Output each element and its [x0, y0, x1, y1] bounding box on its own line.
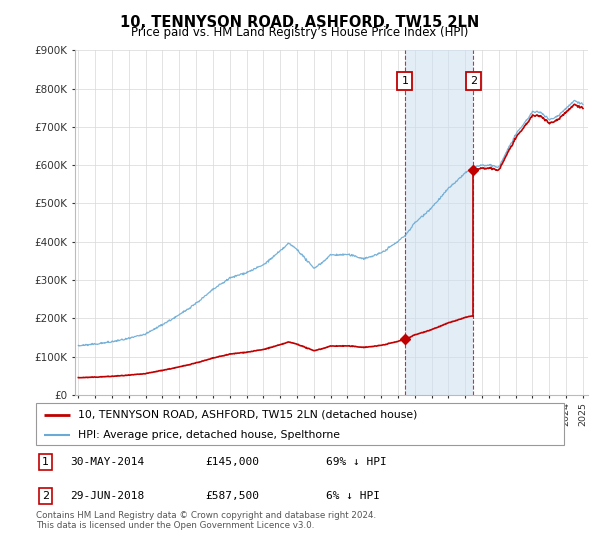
Text: 6% ↓ HPI: 6% ↓ HPI [326, 491, 380, 501]
Text: HPI: Average price, detached house, Spelthorne: HPI: Average price, detached house, Spel… [78, 430, 340, 440]
Text: 30-MAY-2014: 30-MAY-2014 [70, 457, 145, 467]
Text: 29-JUN-2018: 29-JUN-2018 [70, 491, 145, 501]
Bar [405, 50, 473, 395]
Text: 2: 2 [470, 76, 477, 86]
Text: £587,500: £587,500 [205, 491, 259, 501]
Text: 10, TENNYSON ROAD, ASHFORD, TW15 2LN: 10, TENNYSON ROAD, ASHFORD, TW15 2LN [121, 15, 479, 30]
Text: 1: 1 [401, 76, 409, 86]
Text: £145,000: £145,000 [205, 457, 259, 467]
Text: 2: 2 [42, 491, 49, 501]
Text: 1: 1 [42, 457, 49, 467]
Text: 69% ↓ HPI: 69% ↓ HPI [326, 457, 387, 467]
Text: Contains HM Land Registry data © Crown copyright and database right 2024.
This d: Contains HM Land Registry data © Crown c… [36, 511, 376, 530]
Text: Price paid vs. HM Land Registry’s House Price Index (HPI): Price paid vs. HM Land Registry’s House … [131, 26, 469, 39]
FancyBboxPatch shape [36, 403, 564, 445]
Text: 10, TENNYSON ROAD, ASHFORD, TW15 2LN (detached house): 10, TENNYSON ROAD, ASHFORD, TW15 2LN (de… [78, 409, 418, 419]
